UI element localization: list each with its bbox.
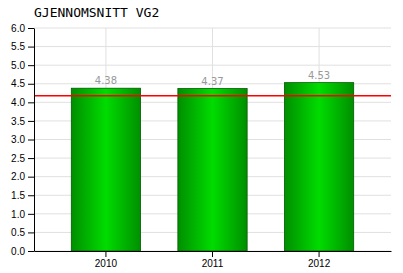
tick-label: 2.0 [11,171,25,182]
tick-mark [28,140,34,141]
tick-mark [212,251,213,257]
tick-mark [28,47,34,48]
bar [284,83,353,251]
chart: 4.38 4.37 4.53 2010 2011 2012 0.0 0.5 1.0 1.5 2.0 2… [0,0,403,273]
data-labels: 4.38 4.37 4.53 [95,70,330,87]
tick-mark [28,28,34,29]
tick: 5.0 [11,60,34,71]
tick: 5.5 [11,41,34,52]
tick: 4.0 [11,97,34,108]
tick: 0.5 [11,227,34,238]
tick-mark [28,102,34,103]
tick-label: 2012 [308,258,331,269]
title: GJENNOMSNITT VG2 [34,5,159,20]
tick-label: 5.5 [11,41,25,52]
bar [71,88,140,251]
x-axis: 2010 2011 2012 [35,251,392,269]
tick: 1.5 [11,190,34,201]
tick: 3.5 [11,116,34,127]
tick: 2011 [202,251,224,269]
tick: 0.0 [11,246,34,257]
tick: 2.0 [11,171,34,182]
tick: 1.0 [11,209,34,220]
tick-mark [28,214,34,215]
data-label: 4.53 [308,70,330,81]
axis-line [34,29,35,252]
tick-mark [28,177,34,178]
tick-label: 2.5 [11,153,25,164]
y-axis: 0.0 0.5 1.0 1.5 2.0 2.5 3.0 3.5 4.0 4.5 5.0 5.5 6.0 [11,23,34,257]
tick-label: 1.0 [11,209,25,220]
tick-mark [28,65,34,66]
tick: 2.5 [11,153,34,164]
data-label: 4.38 [95,75,117,86]
tick: 2010 [95,251,118,269]
tick-label: 4.5 [11,78,25,89]
tick: 3.0 [11,134,34,145]
plot: 4.38 4.37 4.53 2010 2011 2012 0.0 0.5 1.0 1.5 2.0 2… [11,23,391,269]
tick-label: 3.5 [11,116,25,127]
marks [34,83,391,251]
tick: 2012 [308,251,331,269]
tick-mark [28,195,34,196]
grid [34,28,391,251]
tick-mark [28,251,34,252]
tick-label: 2011 [202,258,224,269]
tick-label: 1.5 [11,190,25,201]
tick-mark [28,121,34,122]
tick-mark [319,251,320,257]
reference-line [34,95,391,97]
tick-label: 0.0 [11,246,25,257]
tick-label: 3.0 [11,134,25,145]
tick-label: 5.0 [11,60,25,71]
data-label: 4.37 [201,76,223,87]
tick-mark [105,251,106,257]
tick-label: 6.0 [11,23,25,34]
tick-label: 2010 [95,258,118,269]
bar [178,89,247,251]
tick-mark [28,232,34,233]
tick-mark [28,84,34,85]
tick: 4.5 [11,78,34,89]
tick-mark [28,158,34,159]
tick-label: 4.0 [11,97,25,108]
tick: 6.0 [11,23,34,34]
tick-label: 0.5 [11,227,25,238]
